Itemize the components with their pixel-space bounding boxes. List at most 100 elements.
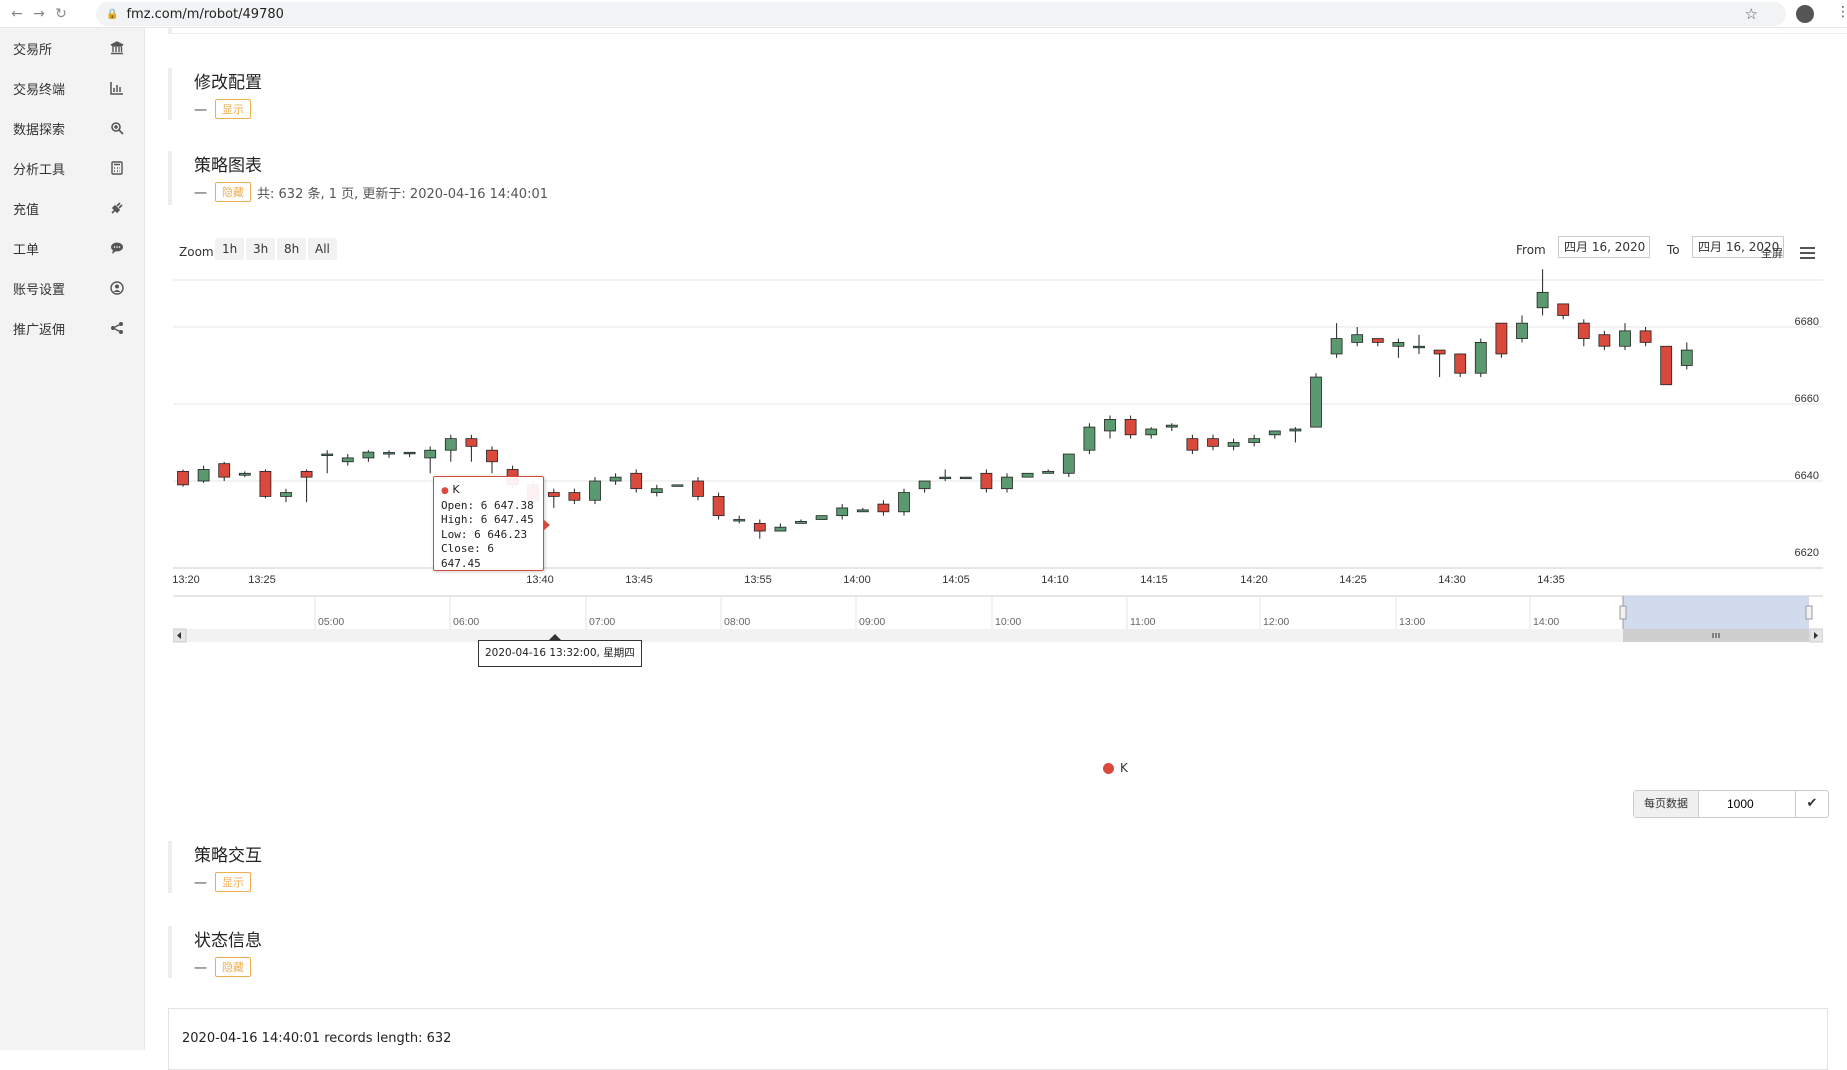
scrollbar-grip-icon [1712,633,1720,638]
sidebar-item-explore[interactable]: 数据探索 [0,108,144,148]
range-selector: Zoom 1h 3h 8h All From 四月 16, 2020 To 四月… [173,233,1823,263]
sidebar-item-referral[interactable]: 推广返佣 [0,308,144,348]
legend-dot-icon [1103,762,1114,774]
y-tick-label: 6620 [1795,547,1819,559]
chevron-right-icon [1814,632,1818,639]
x-tick-label: 14:10 [1041,574,1069,586]
zoom-3h-button[interactable]: 3h [246,238,276,260]
y-tick-label: 6640 [1795,470,1819,482]
lock-icon: 🔒 [106,8,119,20]
x-tick-label: 14:05 [942,574,970,586]
zoom-all-button[interactable]: All [308,238,337,260]
browser-toolbar: ← → ↻ 🔒 fmz.com/m/robot/49780 ☆ ⋮ [0,0,1847,28]
arrow-left-icon[interactable]: ← [11,5,23,22]
bank-icon [110,41,124,55]
sidebar-item-recharge[interactable]: 充值 [0,188,144,228]
candle-body [1330,338,1343,355]
candle-body [321,453,334,456]
zoom-8h-button[interactable]: 8h [277,238,307,260]
chart-legend[interactable]: K [1103,761,1128,775]
navigator-time-label: 07:00 [589,616,615,628]
candle-body [403,451,416,455]
divider [168,28,1847,34]
toggle-show-button[interactable]: 显示 [215,872,252,892]
candle-body [733,519,746,522]
from-date-input[interactable]: 四月 16, 2020 [1558,236,1650,258]
sidebar-item-label: 账号设置 [13,282,66,298]
arrow-right-icon[interactable]: → [33,5,45,22]
calculator-icon [111,161,123,175]
candle-body [424,449,437,459]
candle-body [753,522,766,532]
collapse-dash: 一 [194,186,208,202]
section-title: 策略交互 [194,846,262,866]
candle-body [1392,342,1405,347]
from-label: From [1516,243,1546,257]
profile-avatar-icon[interactable] [1796,5,1814,23]
section-status: 状态信息 一 隐藏 [168,926,262,978]
candle-body [609,476,622,482]
candle-body [774,526,787,532]
candle-body [1227,442,1240,447]
status-log: 2020-04-16 14:40:01 records length: 632 [168,1008,1828,1070]
scrollbar-track[interactable] [173,629,1823,642]
candle-body [197,469,210,482]
navigator[interactable]: 05:00 06:00 07:00 08:00 09:00 10:00 11:00 12:00… [173,595,1823,643]
candle-body [1021,472,1034,478]
sidebar-item-label: 分析工具 [13,162,66,178]
toggle-show-button[interactable]: 显示 [215,99,252,119]
candle-body [1145,428,1158,436]
candle-body [1083,426,1096,451]
candle-body [980,472,993,490]
navigator-time-label: 10:00 [995,616,1021,628]
sidebar-item-account[interactable]: 账号设置 [0,268,144,308]
sidebar-item-label: 推广返佣 [13,322,66,338]
navigator-time-label: 06:00 [453,616,479,628]
candle-body [1351,334,1364,343]
crosshair-time-label: 2020-04-16 13:32:00, 星期四 [478,640,642,667]
sidebar-item-analysis[interactable]: 分析工具 [0,148,144,188]
candle-body [362,451,375,459]
candle-body [1062,453,1075,474]
candle-tooltip: ● K Open: 6 647.38 High: 6 647.45 Low: 6… [433,476,544,571]
navigator-left-handle[interactable] [1619,605,1627,620]
sidebar-item-label: 工单 [13,242,40,258]
search-zoom-icon [111,122,124,135]
candle-body [795,521,807,524]
candle-body [1598,334,1611,347]
candle-body [444,438,457,451]
navigator-selection[interactable] [1623,596,1809,629]
candle-body [1104,418,1116,432]
candle-body [218,463,231,478]
per-page-input[interactable] [1699,791,1795,817]
navigator-time-label: 14:00 [1533,616,1559,628]
sidebar-item-exchange[interactable]: 交易所 [0,28,144,68]
address-bar[interactable]: 🔒 fmz.com/m/robot/49780 ☆ [96,2,1786,26]
candle-body [589,480,601,501]
y-tick-label: 6660 [1795,393,1819,405]
hamburger-menu-icon[interactable] [1800,247,1815,259]
gridlines [173,326,1823,482]
zoom-1h-button[interactable]: 1h [215,238,245,260]
navigator-right-handle[interactable] [1805,605,1813,620]
to-date-input[interactable]: 四月 16, 2020 [1692,236,1784,258]
candle-body [341,457,354,463]
fullscreen-button[interactable]: 全屏 [1761,247,1783,260]
section-config: 修改配置 一 显示 [168,68,262,120]
kebab-menu-icon[interactable]: ⋮ [1836,4,1847,20]
section-title: 状态信息 [194,931,262,951]
x-tick-label: 14:15 [1140,574,1168,586]
toggle-hide-button[interactable]: 隐藏 [215,957,252,977]
check-icon[interactable]: ✔ [1795,791,1828,817]
candle-body [712,495,725,517]
candle-body [939,476,952,480]
reload-icon[interactable]: ↻ [55,5,67,22]
toggle-hide-button[interactable]: 隐藏 [215,182,252,202]
candlestick-plot[interactable]: 13:20 13:25 13:40 13:45 13:55 14:00 14:05 14:10… [173,233,1823,793]
strategy-chart: Zoom 1h 3h 8h All From 四月 16, 2020 To 四月… [173,233,1823,793]
sidebar-item-terminal[interactable]: 交易终端 [0,68,144,108]
sidebar-item-ticket[interactable]: 工单 [0,228,144,268]
candle-body [815,515,828,520]
y-tick-label: 6680 [1795,316,1819,328]
star-icon[interactable]: ☆ [1744,5,1758,23]
